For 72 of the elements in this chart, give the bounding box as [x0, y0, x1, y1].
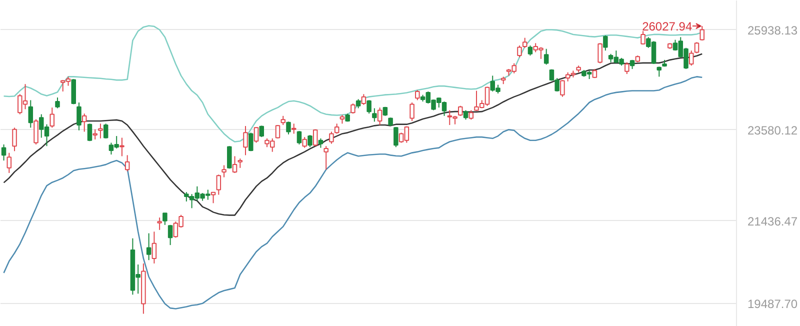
- candlestick: [624, 62, 630, 75]
- candlestick: [366, 100, 372, 114]
- candlestick: [410, 102, 414, 122]
- candlestick: [12, 127, 17, 152]
- candlestick: [324, 146, 328, 170]
- candlestick: [377, 107, 382, 126]
- y-tick-label: 23580.12: [748, 123, 798, 138]
- candlestick: [216, 174, 222, 196]
- candlestick: [280, 115, 286, 126]
- candlestick: [560, 80, 565, 98]
- candlestick: [350, 103, 356, 114]
- candlestick: [50, 107, 55, 128]
- candlestick: [394, 126, 398, 148]
- candlestick: [296, 130, 302, 145]
- candlestick: [603, 34, 608, 52]
- candlestick: [458, 105, 463, 116]
- candlestick: [528, 44, 533, 56]
- line-series: [3, 76, 703, 310]
- candlestick: [694, 42, 700, 54]
- candlestick: [222, 164, 226, 178]
- candlestick: [700, 26, 704, 41]
- candlestick: [334, 123, 340, 134]
- candlestick: [243, 126, 248, 156]
- candlestick: [238, 158, 243, 168]
- candlestick: [248, 132, 254, 152]
- candlestick: [157, 217, 162, 230]
- candlestick: [415, 90, 420, 101]
- candlestick: [312, 128, 318, 147]
- candlestick: [468, 110, 474, 120]
- candlestick: [76, 102, 82, 131]
- candlestick: [254, 126, 259, 144]
- y-tick-label: 25938.13: [748, 23, 798, 38]
- candlestick: [87, 123, 92, 142]
- candlestick: [259, 125, 264, 138]
- candlestick: [98, 123, 103, 139]
- y-tick-label: 19487.70: [748, 297, 798, 312]
- candlestick: [120, 137, 124, 157]
- candlestick: [146, 232, 152, 261]
- candlestick: [463, 110, 468, 120]
- candlestick: [318, 138, 324, 148]
- candlestick: [227, 146, 232, 170]
- candlestick: [372, 108, 377, 122]
- candlestick: [162, 212, 168, 226]
- candlestick: [1, 144, 6, 162]
- y-tick-label: 21436.47: [748, 214, 798, 228]
- candlestick: [232, 156, 238, 174]
- candlestick: [291, 123, 296, 134]
- candlestick: [103, 123, 108, 139]
- candlestick: [6, 152, 12, 174]
- candlestick: [92, 128, 98, 140]
- candlestick: [82, 113, 87, 132]
- candlestick: [656, 66, 662, 78]
- candlestick: [34, 118, 38, 145]
- candlestick: [329, 131, 334, 144]
- candlestick: [598, 42, 602, 64]
- candlestick: [210, 192, 216, 204]
- candlestick: [55, 96, 60, 109]
- candlestick: [356, 98, 361, 109]
- candlestick: [302, 136, 307, 148]
- candlestick: [124, 154, 130, 172]
- candlestick: [286, 121, 291, 135]
- candlestick: [361, 94, 366, 106]
- annotation: 26027.94: [642, 20, 692, 34]
- candlestick: [28, 100, 34, 128]
- candlestick: [308, 134, 312, 148]
- candlestick: [275, 124, 280, 139]
- candlestick: [544, 48, 549, 66]
- candlestick: [152, 231, 157, 264]
- candlestick: [168, 224, 173, 246]
- candlestick: [71, 78, 76, 105]
- candlestick: [688, 50, 694, 66]
- candlestick: [640, 30, 646, 46]
